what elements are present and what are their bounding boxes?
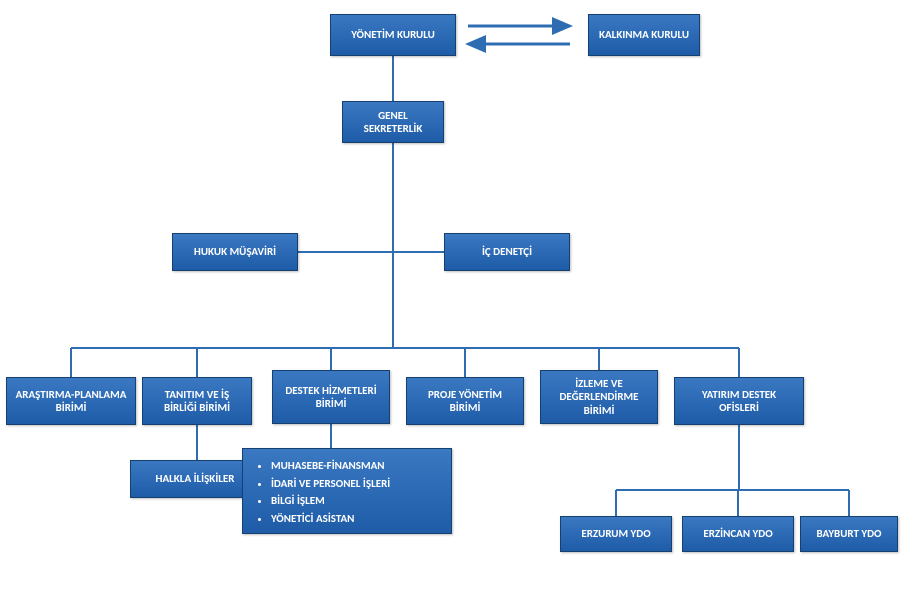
org-node-proje: PROJE YÖNETİM BİRİMİ [406, 377, 524, 425]
sublist-item: YÖNETİCİ ASİSTAN [271, 510, 441, 528]
org-node-yonetim: YÖNETİM KURULU [330, 14, 456, 56]
org-node-halkla: HALKLA İLİŞKİLER [130, 460, 260, 498]
org-node-destek: DESTEK HİZMETLERİ BİRİMİ [272, 370, 390, 424]
org-node-hukuk: HUKUK MÜŞAVİRİ [172, 233, 298, 271]
sublist-item: İDARİ VE PERSONEL İŞLERİ [271, 475, 441, 493]
org-node-kalkinma: KALKINMA KURULU [588, 14, 700, 56]
org-node-arastirma: ARAŞTIRMA-PLANLAMA BİRİMİ [6, 377, 136, 425]
sublist-item: BİLGİ İŞLEM [271, 492, 441, 510]
org-node-genel: GENEL SEKRETERLİK [342, 101, 444, 143]
org-node-erzurum: ERZURUM YDO [560, 516, 672, 552]
org-node-ic: İÇ DENETÇİ [444, 233, 570, 271]
org-node-erzincan: ERZİNCAN YDO [682, 516, 794, 552]
org-node-destek-sublist: MUHASEBE-FİNANSMANİDARİ VE PERSONEL İŞLE… [242, 448, 452, 534]
org-node-tanitim: TANITIM VE İŞ BİRLİĞİ BİRİMİ [142, 377, 252, 425]
org-node-yatirim: YATIRIM DESTEK OFİSLERİ [674, 377, 804, 425]
org-node-bayburt: BAYBURT YDO [800, 516, 898, 552]
org-node-izleme: İZLEME VE DEĞERLENDİRME BİRİMİ [540, 370, 658, 424]
sublist-item: MUHASEBE-FİNANSMAN [271, 457, 441, 475]
